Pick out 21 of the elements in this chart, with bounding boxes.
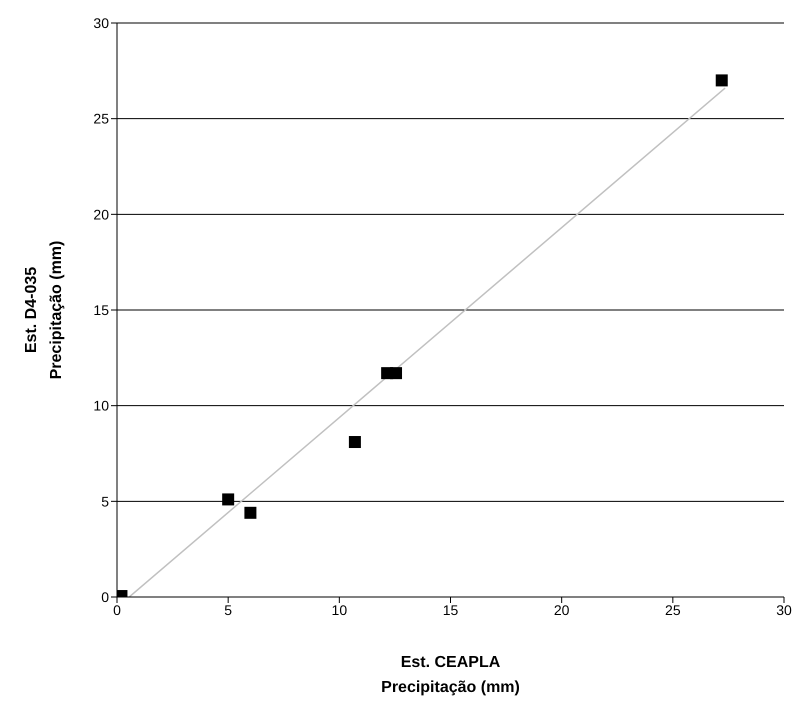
x-tick-label: 20 — [554, 602, 570, 618]
x-tick-label: 25 — [665, 602, 681, 618]
x-tick-label: 10 — [332, 602, 348, 618]
point — [390, 367, 402, 380]
x-axis-title: Est. CEAPLA Precipitação (mm) — [381, 654, 520, 696]
x-tick-label: 15 — [442, 602, 458, 618]
y-tick-label: 15 — [93, 302, 110, 318]
point — [348, 436, 361, 448]
y-tick-label: 10 — [93, 398, 110, 414]
x-tick-label: 30 — [776, 602, 792, 618]
x-tick-label: 5 — [224, 602, 232, 618]
x-tick-label: 0 — [113, 602, 122, 618]
y-tick-label: 5 — [101, 493, 110, 510]
y-tick-label: 30 — [93, 14, 110, 31]
y-tick-label: 0 — [101, 588, 110, 605]
y-axis-title: Est. D4-035 Precipitação (mm) — [23, 240, 65, 380]
point — [244, 506, 256, 519]
point — [716, 74, 728, 86]
y-tick-label: 20 — [93, 206, 110, 222]
y-tick-label: 25 — [93, 110, 110, 127]
point — [222, 493, 234, 506]
